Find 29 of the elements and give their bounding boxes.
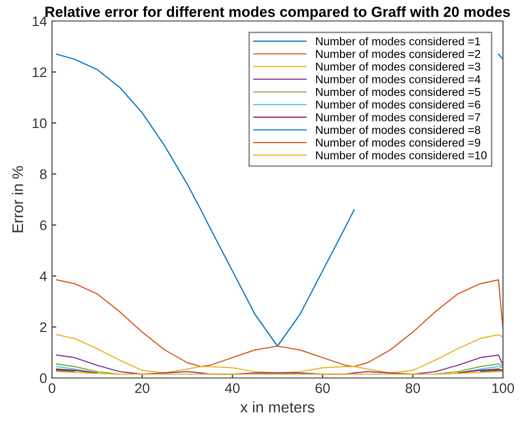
x-tick-label: 0 [48, 383, 56, 394]
legend-label: Number of modes considered =6 [316, 100, 480, 109]
legend-label: Number of modes considered =1 [316, 36, 480, 46]
legend-label: Number of modes considered =8 [316, 126, 480, 134]
legend-label: Number of modes considered =4 [316, 74, 480, 84]
y-tick-label: 8 [40, 169, 47, 180]
legend-label: Number of modes considered =10 [316, 150, 487, 160]
line-series [56, 279, 503, 368]
y-tick-label: 14 [32, 16, 47, 26]
x-tick-label: 60 [316, 383, 330, 394]
y-tick-label: 12 [32, 67, 46, 78]
y-tick-label: 10 [32, 118, 47, 128]
legend-label: Number of modes considered =5 [316, 88, 480, 96]
x-tick-label: 20 [135, 383, 150, 394]
legend-label: Number of modes considered =3 [316, 62, 480, 71]
legend-label: Number of modes considered =9 [316, 138, 480, 147]
y-tick-label: 2 [40, 322, 46, 332]
legend-label: Number of modes considered =2 [316, 50, 480, 58]
x-tick-label: 80 [406, 383, 420, 394]
legend-label: Number of modes considered =7 [316, 112, 480, 122]
y-axis-title: Error in % [12, 166, 24, 232]
x-axis-title: x in meters [240, 401, 314, 413]
chart-title: Relative error for different modes compared to Graff with 20 modes [46, 6, 510, 20]
x-tick-label: 40 [224, 383, 240, 394]
y-tick-label: 4 [40, 271, 47, 282]
y-tick-label: 6 [40, 220, 47, 230]
line-series [56, 334, 503, 374]
y-tick-label: 0 [40, 373, 47, 384]
x-tick-label: 100 [492, 383, 514, 394]
